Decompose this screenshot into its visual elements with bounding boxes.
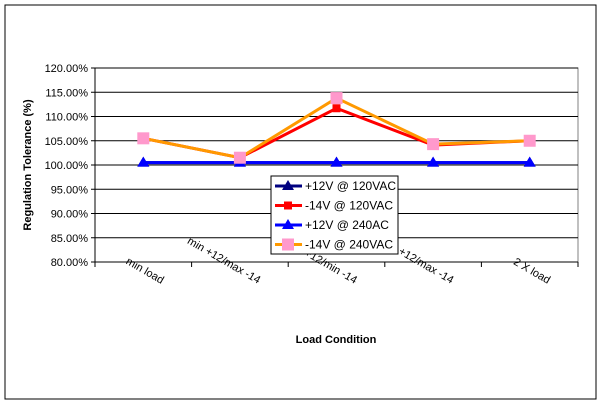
data-point-triangle [282, 180, 294, 190]
legend-entry: -14V @ 240VAC [305, 238, 393, 252]
data-point-square [233, 151, 246, 164]
x-axis-label: Load Condition [296, 334, 377, 346]
data-point-square [427, 138, 440, 151]
data-point-square [332, 104, 341, 113]
legend-entry: -14V @ 120VAC [305, 199, 393, 213]
legend-entry: +12V @ 240AC [305, 218, 389, 232]
legend-entry: +12V @ 120VAC [305, 179, 396, 193]
y-tick-label: 90.00% [51, 209, 89, 221]
data-point-triangle [427, 156, 440, 167]
data-point-triangle [282, 219, 294, 229]
data-point-triangle [137, 156, 150, 167]
y-tick-label: 110.00% [45, 112, 88, 124]
data-point-square [137, 132, 150, 145]
y-axis-label: Regulation Tolerance (%) [22, 99, 34, 231]
y-tick-label: 105.00% [45, 136, 89, 148]
y-tick-label: 80.00% [51, 257, 89, 269]
y-tick-label: 100.00% [45, 160, 89, 172]
y-tick-label: 120.00% [45, 63, 89, 75]
y-tick-label: 85.00% [51, 233, 89, 245]
y-tick-label: 115.00% [45, 87, 88, 99]
y-tick-label: 95.00% [51, 184, 89, 196]
data-point-square [330, 92, 343, 105]
data-point-square [523, 134, 536, 147]
data-point-square [284, 201, 292, 210]
legend: +12V @ 120VAC -14V @ 120VAC +12V @ 240AC -1… [270, 175, 399, 255]
series--14v-240vac [137, 92, 536, 164]
data-point-triangle [330, 156, 343, 167]
data-point-square [282, 238, 294, 251]
data-point-triangle [523, 156, 536, 167]
